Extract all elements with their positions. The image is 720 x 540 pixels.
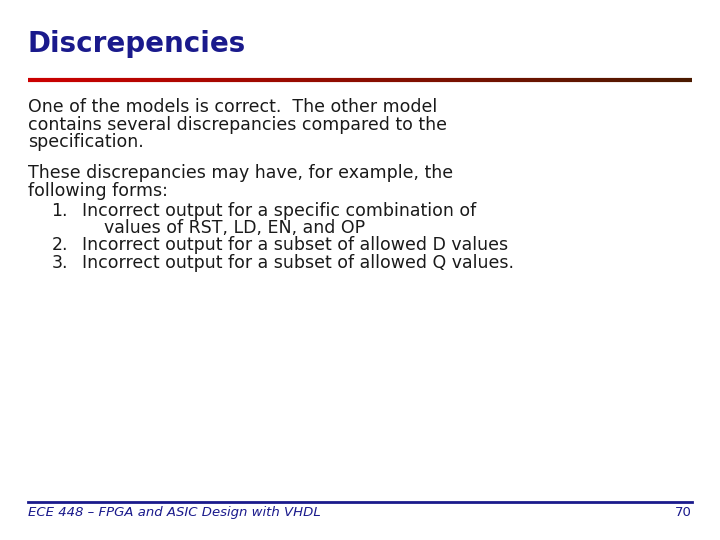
Text: Incorrect output for a subset of allowed D values: Incorrect output for a subset of allowed… [82,237,508,254]
Text: 1.: 1. [52,201,68,219]
Text: ECE 448 – FPGA and ASIC Design with VHDL: ECE 448 – FPGA and ASIC Design with VHDL [28,506,320,519]
Text: 70: 70 [675,506,692,519]
Text: specification.: specification. [28,133,144,151]
Text: These discrepancies may have, for example, the: These discrepancies may have, for exampl… [28,165,453,183]
Text: values of RST, LD, EN, and OP: values of RST, LD, EN, and OP [82,219,365,237]
Text: Incorrect output for a specific combination of: Incorrect output for a specific combinat… [82,201,476,219]
Text: One of the models is correct.  The other model: One of the models is correct. The other … [28,98,437,116]
Text: 3.: 3. [52,254,68,272]
Text: following forms:: following forms: [28,182,168,200]
Text: 2.: 2. [52,237,68,254]
Text: contains several discrepancies compared to the: contains several discrepancies compared … [28,116,447,133]
Text: Incorrect output for a subset of allowed Q values.: Incorrect output for a subset of allowed… [82,254,514,272]
Text: Discrepencies: Discrepencies [28,30,246,58]
